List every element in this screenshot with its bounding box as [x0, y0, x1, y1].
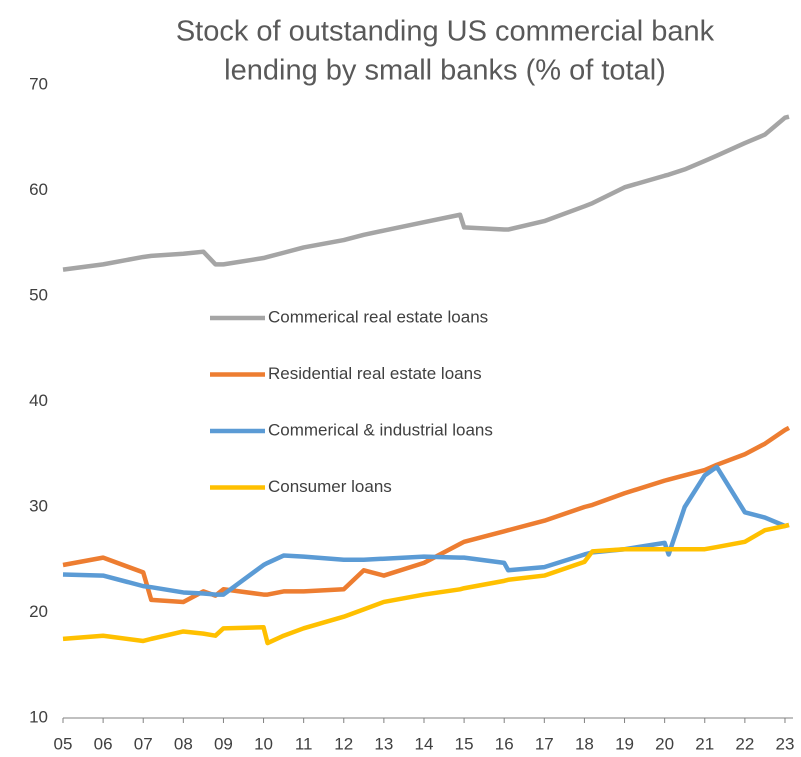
x-tick-label: 14	[415, 734, 434, 753]
x-tick-label: 05	[54, 734, 73, 753]
legend-label: Commerical real estate loans	[268, 307, 488, 326]
chart-title: lending by small banks (% of total)	[224, 55, 666, 87]
x-tick-label: 15	[455, 734, 474, 753]
x-tick-label: 23	[776, 734, 795, 753]
series-line	[62, 522, 790, 646]
y-tick-label: 40	[29, 391, 48, 410]
x-tick-label: 07	[134, 734, 153, 753]
x-tick-label: 11	[295, 734, 313, 753]
y-tick-label: 50	[29, 285, 48, 304]
y-tick-label: 30	[29, 496, 48, 515]
x-tick-label: 08	[174, 734, 193, 753]
legend-label: Residential real estate loans	[268, 364, 482, 383]
x-tick-label: 16	[495, 734, 514, 753]
x-tick-label: 22	[735, 734, 754, 753]
legend-label: Commerical & industrial loans	[268, 420, 493, 439]
y-tick-label: 20	[29, 602, 48, 621]
x-tick-label: 19	[615, 734, 634, 753]
x-tick-label: 18	[575, 734, 594, 753]
series-line	[62, 114, 790, 272]
x-tick-label: 09	[214, 734, 233, 753]
x-tick-label: 12	[334, 734, 353, 753]
x-tick-label: 10	[254, 734, 273, 753]
series-line	[62, 464, 790, 597]
x-tick-label: 06	[94, 734, 113, 753]
x-tick-label: 17	[535, 734, 554, 753]
y-tick-label: 70	[29, 74, 48, 93]
x-tick-label: 20	[655, 734, 674, 753]
x-tick-label: 21	[695, 734, 714, 753]
y-tick-label: 10	[29, 707, 48, 726]
y-tick-label: 60	[29, 180, 48, 199]
x-tick-label: 13	[374, 734, 393, 753]
legend-label: Consumer loans	[268, 477, 392, 496]
chart-title: Stock of outstanding US commercial bank	[176, 16, 715, 48]
